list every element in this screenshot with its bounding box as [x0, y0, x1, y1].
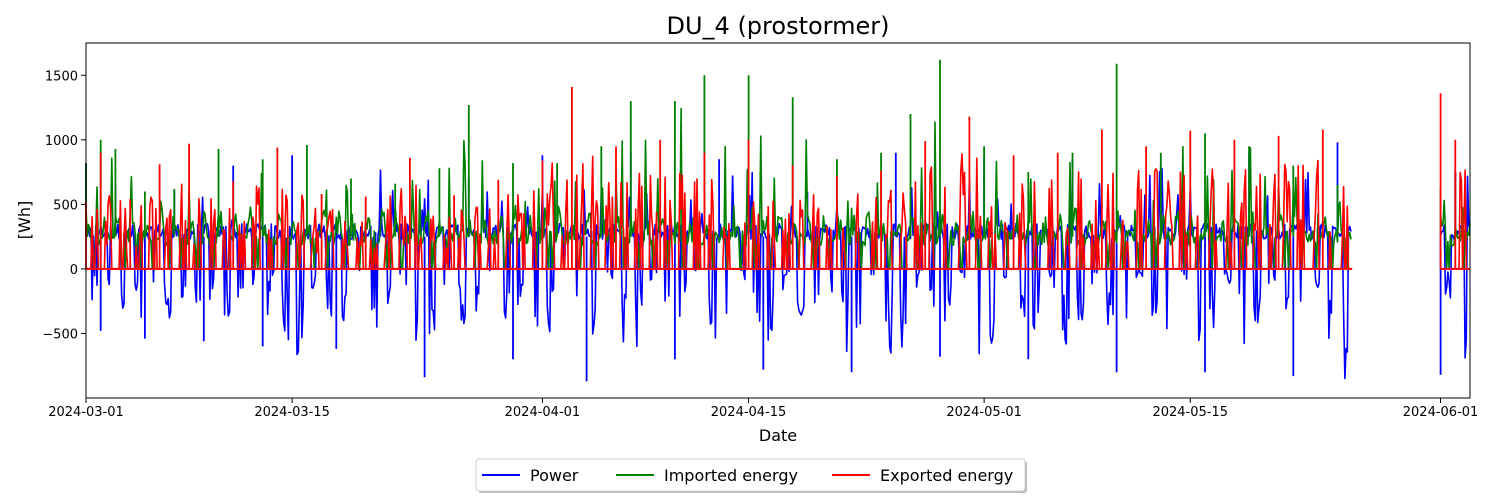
legend-label: Power: [530, 466, 579, 485]
x-tick-label: 2024-03-01: [48, 405, 124, 420]
legend-box: [475, 458, 1026, 492]
y-axis-label: [Wh]: [15, 201, 34, 239]
series-line-exported-energy: [86, 153, 1470, 270]
axes: 2024-03-01 2024-03-15 2024-04-01 2024-04-15…: [42, 42, 1479, 420]
x-tick-label: 2024-03-15: [254, 405, 330, 420]
x-tick-label: 2024-05-01: [946, 405, 1022, 420]
y-tick-label: 0: [70, 263, 78, 278]
plot-area: [85, 59, 1471, 382]
x-tick-label: 2024-04-01: [505, 405, 581, 420]
legend: Power Imported energy Exported energy: [475, 458, 1027, 493]
series-line-power: [85, 168, 1471, 380]
chart-title: DU_4 (prostormer): [667, 12, 890, 40]
series-line-imported-energy: [85, 107, 1471, 270]
x-tick-label: 2024-06-01: [1403, 405, 1479, 420]
legend-label: Imported energy: [664, 466, 798, 485]
x-tick-label: 2024-05-15: [1152, 405, 1228, 420]
y-tick-label: 500: [53, 198, 78, 213]
plot-frame: [85, 42, 1471, 399]
y-tick-label: 1500: [45, 69, 78, 84]
x-tick-label: 2024-04-15: [711, 405, 787, 420]
y-tick-label: −500: [42, 327, 78, 342]
x-axis-label: Date: [759, 426, 797, 445]
y-tick-label: 1000: [45, 134, 78, 149]
legend-label: Exported energy: [880, 466, 1013, 485]
